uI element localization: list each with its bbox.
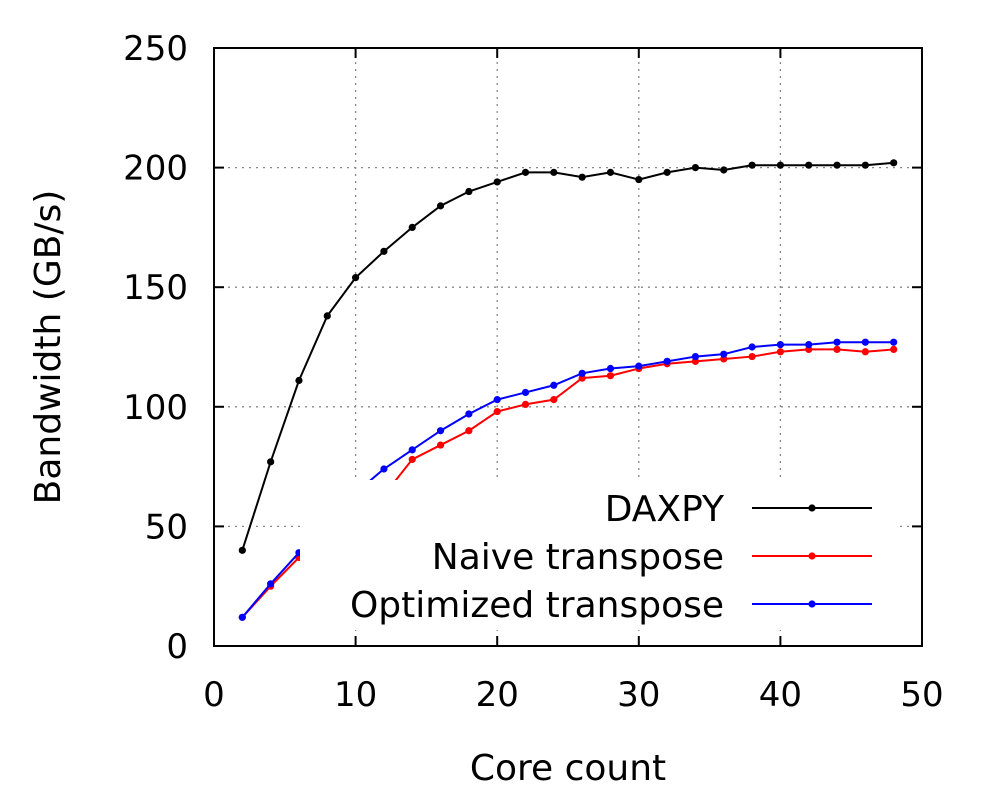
data-point [890, 159, 898, 167]
data-point [776, 348, 785, 356]
series-line-daxpy [241, 161, 894, 551]
data-point [861, 338, 869, 346]
legend-label: DAXPY [605, 489, 725, 530]
data-point [578, 173, 586, 181]
y-tick-label: 250 [123, 29, 188, 69]
legend-marker [808, 504, 816, 512]
y-tick-label: 150 [123, 268, 188, 308]
legend-label: Optimized transpose [350, 585, 724, 626]
data-point [663, 168, 671, 176]
legend: DAXPY Naive transpose Optimized transpose [350, 489, 872, 626]
data-point [748, 343, 756, 351]
data-point [408, 223, 416, 231]
x-axis-title: Core count [470, 748, 666, 789]
data-point [833, 338, 841, 346]
data-point [238, 613, 246, 621]
data-point [436, 427, 445, 435]
data-point [776, 341, 785, 349]
data-point [805, 341, 813, 349]
y-tick-label: 200 [123, 149, 188, 189]
data-point [521, 400, 530, 409]
data-point [833, 161, 841, 169]
data-point [436, 441, 445, 449]
data-point [436, 202, 445, 210]
y-tick-label: 50 [145, 507, 188, 547]
y-tick-label: 100 [123, 388, 188, 428]
data-point [380, 247, 388, 255]
data-point [663, 357, 671, 365]
data-point [691, 164, 700, 172]
data-point [861, 161, 869, 169]
data-point [521, 388, 530, 397]
legend-marker [808, 600, 816, 608]
x-tick-label: 10 [334, 675, 377, 715]
data-point [267, 580, 275, 588]
tick-labels: 0 10 20 30 40 50 0 50 100 150 200 250 [123, 29, 944, 715]
data-point [833, 345, 841, 353]
x-tick-label: 20 [476, 675, 519, 715]
data-point [748, 161, 756, 169]
data-point [606, 364, 615, 373]
data-point [465, 187, 473, 196]
data-point [720, 166, 728, 174]
series-daxpy [238, 159, 898, 554]
data-point [352, 274, 360, 282]
data-point [380, 465, 388, 473]
data-point [465, 410, 473, 418]
data-point [267, 458, 275, 466]
legend-marker [808, 552, 816, 560]
data-point [493, 178, 501, 186]
data-point [691, 352, 700, 361]
data-point [323, 312, 331, 320]
data-point [635, 362, 643, 370]
data-point [550, 396, 558, 404]
data-point [295, 376, 303, 385]
data-point [550, 381, 558, 389]
data-point [861, 348, 869, 356]
data-point [408, 446, 416, 454]
x-tick-label: 50 [900, 675, 943, 715]
x-tick-label: 30 [617, 675, 660, 715]
data-point [493, 396, 501, 404]
data-point [465, 427, 473, 435]
data-point [550, 168, 558, 176]
data-point [805, 161, 813, 169]
data-point [408, 455, 416, 464]
data-point [521, 168, 530, 176]
data-point [890, 345, 898, 353]
plot-frame [213, 47, 923, 647]
legend-entry: Optimized transpose [350, 585, 872, 626]
legend-entry: Naive transpose [432, 537, 872, 578]
data-point [748, 352, 756, 361]
data-point [720, 350, 728, 358]
data-point [606, 168, 615, 176]
legend-label: Naive transpose [432, 537, 724, 578]
y-axis-title: Bandwidth (GB/s) [28, 190, 69, 505]
x-tick-label: 0 [203, 675, 225, 715]
x-tick-label: 40 [759, 675, 802, 715]
data-point [238, 546, 246, 554]
y-tick-label: 0 [166, 627, 188, 667]
data-point [493, 407, 501, 416]
data-point [606, 372, 615, 380]
data-point [890, 338, 898, 346]
legend-entry: DAXPY [605, 489, 872, 530]
data-point [635, 175, 643, 184]
data-point [776, 161, 785, 169]
data-point [578, 369, 586, 377]
